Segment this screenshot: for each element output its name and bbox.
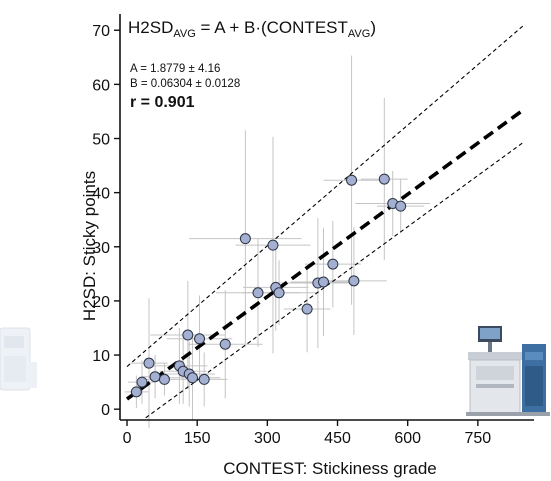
y-tick-label: 0 [101, 402, 110, 419]
data-point [395, 200, 407, 212]
fit-equation: H2SDAVG = A + B·(CONTESTAVG) [128, 18, 376, 40]
y-axis-label: H2SD: Sticky points [80, 171, 99, 321]
fit-line [125, 107, 526, 401]
param-a-label: A = 1.8779 ± 4.16 [130, 63, 220, 75]
data-point [158, 373, 170, 385]
upper-confidence-line [126, 24, 526, 367]
y-tick-label: 40 [92, 186, 110, 203]
param-b-label: B = 0.06304 ± 0.0128 [130, 78, 240, 90]
data-point [348, 275, 360, 287]
equation-close: ) [370, 18, 376, 37]
instrument-image [466, 326, 550, 416]
faded-instrument-image [0, 327, 37, 391]
equation-lhs-subscript: AVG [173, 28, 195, 40]
data-point [143, 357, 155, 369]
data-point [301, 303, 313, 315]
ticks: 0 150 300 450 600 750 0 10 20 30 40 50 60 70 [92, 23, 491, 447]
data-point [252, 287, 264, 299]
x-tick-label: 150 [184, 430, 211, 447]
data-point [130, 386, 142, 398]
data-point [267, 239, 279, 251]
y-tick-label: 70 [92, 23, 110, 40]
y-tick-label: 30 [92, 240, 110, 257]
data-point [317, 276, 329, 288]
error-bars [124, 55, 431, 429]
x-tick-label: 750 [465, 430, 492, 447]
data-point [239, 233, 251, 245]
data-point [194, 333, 206, 345]
equation-rhs-subscript: AVG [348, 28, 370, 40]
data-point [327, 258, 339, 270]
r-value-label: r = 0.901 [130, 94, 195, 111]
equation-rhs: = A + B·(CONTEST [196, 18, 348, 37]
y-tick-label: 50 [92, 132, 110, 149]
data-point [149, 371, 161, 383]
data-points [130, 173, 407, 398]
data-point [219, 338, 231, 350]
y-tick-label: 20 [92, 294, 110, 311]
x-axis-label: CONTEST: Stickiness grade [223, 459, 437, 478]
equation-lhs: H2SD [128, 18, 173, 37]
fit-lines [125, 24, 526, 419]
data-point [136, 376, 148, 388]
x-tick-label: 0 [123, 430, 132, 447]
data-point [187, 372, 199, 384]
x-tick-label: 300 [254, 430, 281, 447]
data-point [346, 174, 358, 186]
axes [119, 14, 534, 421]
y-tick-label: 10 [92, 348, 110, 365]
data-point [198, 373, 210, 385]
x-tick-label: 600 [394, 430, 421, 447]
lower-confidence-line [145, 140, 525, 419]
y-tick-label: 60 [92, 77, 110, 94]
x-tick-label: 450 [324, 430, 351, 447]
data-point [378, 173, 390, 185]
data-point [182, 329, 194, 341]
data-point [273, 287, 285, 299]
